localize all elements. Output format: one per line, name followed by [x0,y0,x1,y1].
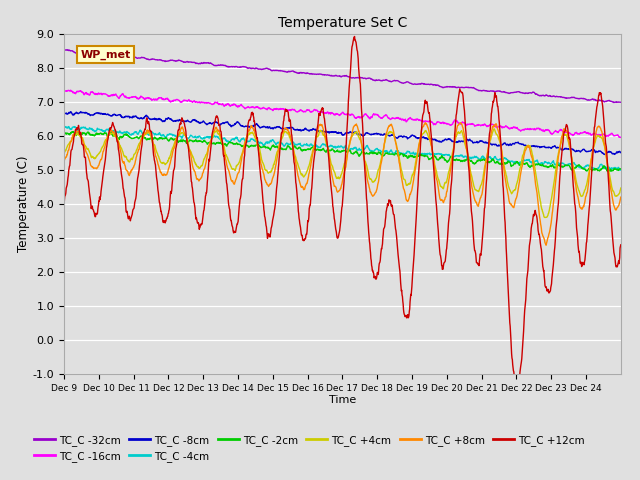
TC_C -4cm [61,123,68,129]
TC_C -4cm [328,144,336,149]
Title: Temperature Set C: Temperature Set C [278,16,407,30]
TC_C -32cm [617,99,625,105]
TC_C -4cm [317,143,325,148]
TC_C -16cm [148,96,156,102]
TC_C +8cm [611,204,618,209]
TC_C -16cm [474,122,482,128]
TC_C -8cm [328,129,336,134]
Y-axis label: Temperature (C): Temperature (C) [17,156,30,252]
TC_C -8cm [317,128,325,134]
Line: TC_C -8cm: TC_C -8cm [64,112,621,155]
TC_C -8cm [77,109,84,115]
Line: TC_C -16cm: TC_C -16cm [64,90,621,137]
TC_C -8cm [611,151,618,157]
TC_C +8cm [60,158,68,164]
TC_C -4cm [617,167,625,173]
TC_C -32cm [474,87,482,93]
TC_C -32cm [610,100,618,106]
TC_C +12cm [611,252,618,257]
TC_C -32cm [328,73,336,79]
TC_C +12cm [147,128,155,134]
TC_C -4cm [556,161,563,167]
TC_C -32cm [317,72,325,77]
TC_C -2cm [611,166,618,172]
Line: TC_C +4cm: TC_C +4cm [64,129,621,217]
TC_C -16cm [60,88,68,94]
Line: TC_C -32cm: TC_C -32cm [64,50,621,103]
TC_C -8cm [617,150,625,156]
Legend: TC_C -32cm, TC_C -16cm, TC_C -8cm, TC_C -4cm, TC_C -2cm, TC_C +4cm, TC_C +8cm, T: TC_C -32cm, TC_C -16cm, TC_C -8cm, TC_C … [30,431,589,466]
TC_C -16cm [67,87,74,93]
TC_C -8cm [60,110,68,116]
TC_C -16cm [556,128,563,133]
X-axis label: Time: Time [329,395,356,405]
TC_C -4cm [610,165,618,171]
TC_C +12cm [617,242,625,248]
TC_C +12cm [512,388,520,394]
TC_C -32cm [63,47,71,53]
TC_C +4cm [60,149,68,155]
TC_C -8cm [148,117,156,122]
Line: TC_C +12cm: TC_C +12cm [64,36,621,391]
TC_C +12cm [317,108,325,114]
TC_C -32cm [60,48,68,53]
Line: TC_C -4cm: TC_C -4cm [64,126,621,170]
TC_C +4cm [541,215,549,220]
TC_C +8cm [147,133,155,139]
TC_C +8cm [617,194,625,200]
TC_C +8cm [542,242,550,248]
TC_C -4cm [60,124,68,130]
TC_C +12cm [474,261,482,267]
TC_C +8cm [328,171,335,177]
TC_C +12cm [328,189,335,195]
TC_C +12cm [60,200,68,206]
TC_C -8cm [556,144,563,150]
TC_C +4cm [147,134,155,140]
TC_C -2cm [474,158,482,164]
TC_C +4cm [556,144,564,149]
TC_C -4cm [616,167,623,173]
TC_C -16cm [317,109,325,115]
TC_C -32cm [148,57,156,62]
Line: TC_C +8cm: TC_C +8cm [64,123,621,245]
TC_C +4cm [317,128,325,134]
TC_C +8cm [474,203,482,209]
TC_C -2cm [60,130,68,135]
TC_C -16cm [610,133,618,139]
TC_C -4cm [474,155,482,161]
TC_C -2cm [604,168,611,174]
TC_C -16cm [328,110,336,116]
TC_C -16cm [617,134,625,140]
TC_C +4cm [328,162,335,168]
TC_C -2cm [317,147,325,153]
TC_C -8cm [474,140,482,146]
TC_C -2cm [556,163,563,169]
TC_C +4cm [611,191,618,196]
Text: WP_met: WP_met [81,49,131,60]
TC_C -4cm [148,130,156,135]
TC_C +12cm [351,34,358,39]
TC_C +8cm [556,146,564,152]
TC_C -8cm [601,152,609,157]
TC_C +8cm [317,123,325,129]
TC_C -32cm [611,99,618,105]
TC_C -2cm [148,136,156,142]
TC_C -2cm [70,129,77,134]
TC_C -2cm [328,146,336,152]
TC_C +8cm [456,120,464,126]
TC_C +4cm [490,126,498,132]
TC_C -32cm [556,94,563,99]
Line: TC_C -2cm: TC_C -2cm [64,132,621,171]
TC_C +12cm [556,173,564,179]
TC_C +4cm [617,185,625,191]
TC_C +4cm [474,188,481,194]
TC_C -2cm [617,166,625,172]
